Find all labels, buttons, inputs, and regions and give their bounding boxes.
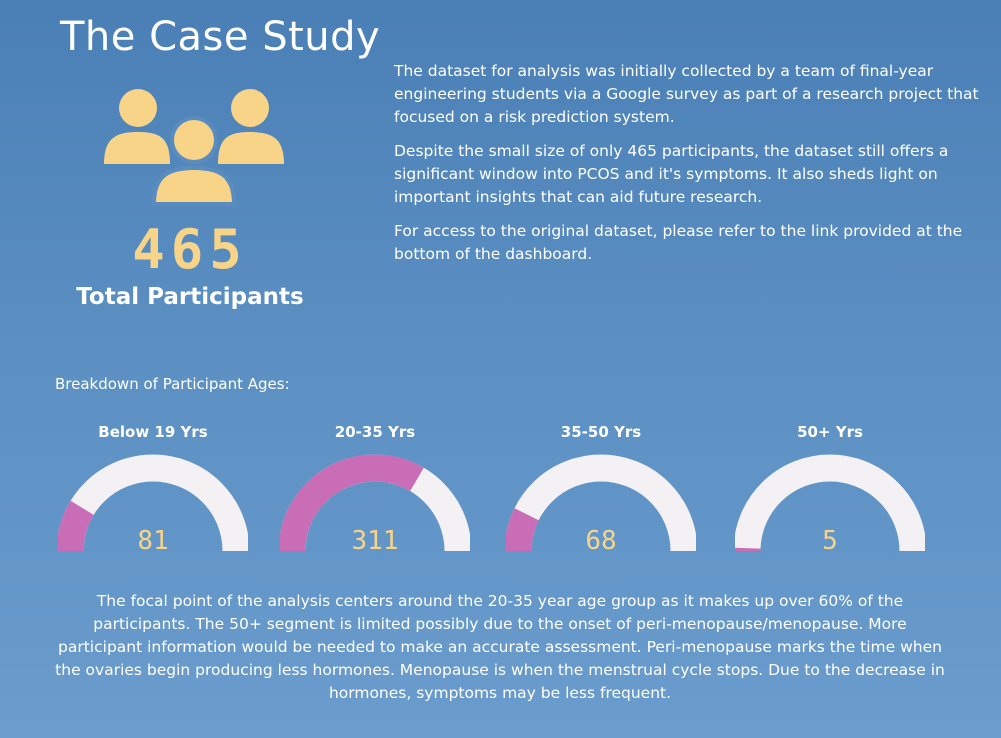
total-participants-label: Total Participants	[76, 284, 304, 310]
gauge-fill	[280, 454, 424, 552]
gauge-value: 68	[585, 526, 616, 556]
gauge-title: 50+ Yrs	[797, 423, 863, 441]
footer-text: The focal point of the analysis centers …	[55, 592, 945, 702]
gauge-title: 35-50 Yrs	[560, 423, 642, 441]
gauge-chart: 5	[735, 454, 925, 556]
intro-paragraph-2: Despite the small size of only 465 parti…	[394, 142, 949, 206]
gauge-chart: 68	[506, 454, 696, 556]
breakdown-label: Breakdown of Participant Ages:	[55, 375, 290, 393]
people-group-icon	[104, 89, 284, 206]
age-gauge: 35-50 Yrs 68	[506, 423, 696, 563]
age-gauge: Below 19 Yrs 81	[58, 423, 248, 563]
gauge-value: 311	[352, 526, 399, 556]
intro-paragraph-3: For access to the original dataset, plea…	[394, 222, 963, 263]
total-participants-count: 465	[132, 218, 248, 281]
gauge-value: 5	[822, 526, 838, 556]
page-title: The Case Study	[60, 14, 381, 60]
age-gauge: 20-35 Yrs 311	[280, 423, 470, 563]
gauge-value: 81	[137, 526, 168, 556]
gauge-title: Below 19 Yrs	[98, 423, 208, 441]
intro-paragraph-1: The dataset for analysis was initially c…	[394, 62, 979, 126]
age-gauge: 50+ Yrs 5	[735, 423, 925, 563]
intro-text: The dataset for analysis was initially c…	[394, 60, 984, 277]
gauge-fill	[506, 508, 539, 552]
gauge-chart: 81	[58, 454, 248, 556]
gauge-fill	[58, 500, 94, 552]
gauge-track	[506, 454, 696, 552]
gauge-title: 20-35 Yrs	[334, 423, 416, 441]
gauge-chart: 311	[280, 454, 470, 556]
gauge-track	[735, 454, 925, 552]
